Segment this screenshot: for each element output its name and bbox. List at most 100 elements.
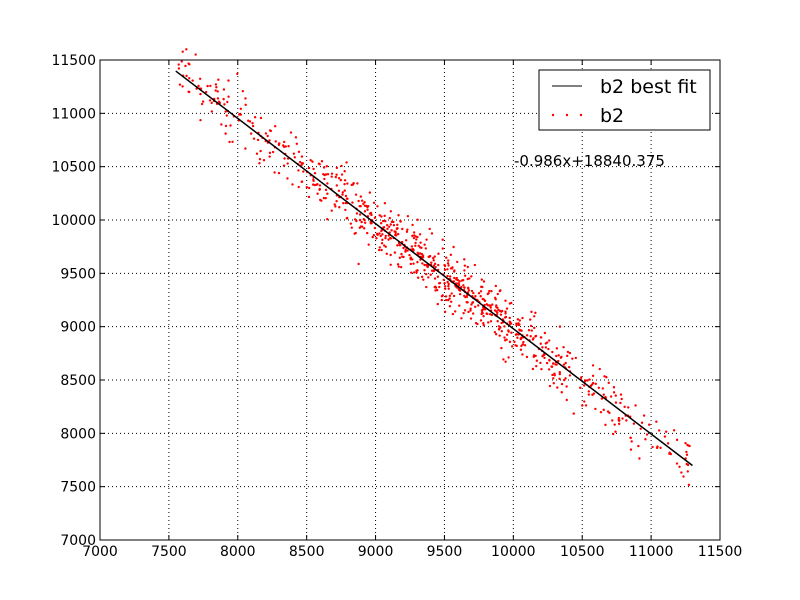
scatter-point — [521, 316, 524, 320]
scatter-point — [574, 356, 578, 360]
scatter-point — [411, 258, 414, 261]
scatter-point — [390, 220, 394, 223]
scatter-point — [558, 372, 562, 376]
scatter-point — [291, 183, 294, 186]
scatter-point — [473, 263, 477, 267]
scatter-point — [381, 219, 385, 223]
scatter-point — [208, 99, 212, 102]
scatter-point — [412, 271, 416, 274]
scatter-point — [448, 294, 452, 298]
scatter-point — [227, 95, 230, 98]
scatter-point — [551, 362, 555, 365]
scatter-point — [474, 321, 478, 325]
scatter-point — [412, 236, 416, 240]
scatter-point — [231, 140, 234, 143]
scatter-point — [214, 83, 218, 86]
scatter-point — [372, 234, 376, 237]
scatter-point — [344, 194, 348, 198]
scatter-point — [607, 381, 610, 385]
scatter-point — [597, 386, 601, 390]
scatter-point — [371, 235, 374, 239]
scatter-point — [312, 178, 315, 181]
scatter-point — [224, 132, 227, 135]
scatter-point — [591, 374, 595, 378]
scatter-point — [498, 289, 502, 293]
scatter-point — [460, 317, 463, 320]
scatter-point — [446, 280, 449, 284]
x-tick-label: 10000 — [491, 544, 536, 560]
scatter-point — [384, 220, 387, 223]
scatter-point — [344, 208, 347, 212]
scatter-point — [449, 253, 453, 257]
scatter-point — [505, 338, 508, 341]
scatter-point — [618, 419, 621, 422]
scatter-point — [477, 304, 480, 307]
scatter-point — [362, 217, 366, 221]
x-tick-label: 7500 — [151, 544, 187, 560]
scatter-point — [535, 359, 539, 362]
scatter-point — [418, 233, 422, 236]
scatter-point — [216, 97, 220, 100]
scatter-point — [342, 201, 345, 205]
scatter-point — [345, 197, 349, 200]
scatter-point — [340, 164, 343, 168]
scatter-point — [249, 132, 253, 135]
scatter-point — [264, 132, 268, 135]
scatter-point — [185, 48, 188, 51]
scatter-point — [368, 191, 372, 194]
scatter-point — [210, 110, 214, 113]
scatter-point — [428, 227, 431, 231]
scatter-point — [504, 299, 507, 302]
scatter-point — [359, 195, 363, 198]
scatter-point — [226, 100, 229, 104]
scatter-point — [540, 336, 543, 339]
scatter-point — [637, 444, 640, 448]
scatter-point — [241, 89, 245, 93]
scatter-point — [351, 183, 355, 186]
scatter-point — [380, 242, 384, 245]
scatter-point — [477, 292, 481, 295]
scatter-point — [335, 200, 338, 203]
scatter-point — [273, 125, 277, 128]
scatter-point — [488, 289, 491, 293]
scatter-point — [335, 184, 339, 187]
scatter-point — [533, 315, 536, 318]
scatter-point — [406, 214, 410, 218]
scatter-point — [181, 50, 184, 53]
scatter-point — [600, 397, 604, 400]
scatter-point — [366, 208, 369, 211]
scatter-point — [634, 404, 637, 407]
scatter-point — [244, 147, 247, 150]
scatter-point — [601, 387, 605, 390]
scatter-point — [515, 333, 519, 336]
scatter-point — [316, 183, 319, 186]
scatter-point — [373, 226, 377, 230]
scatter-point — [444, 298, 448, 302]
scatter-point — [666, 442, 670, 445]
scatter-point — [545, 361, 549, 365]
scatter-point — [198, 77, 202, 80]
scatter-point — [672, 429, 676, 432]
scatter-point — [504, 360, 507, 363]
scatter-point — [416, 251, 419, 255]
scatter-point — [258, 162, 261, 165]
y-tick-label: 7000 — [60, 533, 96, 549]
scatter-point — [356, 182, 359, 185]
scatter-point — [204, 90, 208, 94]
scatter-point — [465, 295, 469, 299]
scatter-point — [398, 256, 402, 259]
scatter-point — [423, 263, 426, 267]
scatter-point — [411, 223, 414, 227]
scatter-point — [302, 170, 305, 173]
scatter-point — [199, 92, 202, 96]
scatter-point — [197, 84, 200, 88]
scatter-point — [604, 423, 607, 427]
scatter-point — [466, 301, 469, 304]
scatter-point — [335, 173, 338, 176]
scatter-point — [533, 326, 536, 330]
scatter-point — [488, 304, 491, 307]
scatter-point — [181, 85, 184, 88]
scatter-point — [307, 195, 311, 199]
scatter-point — [638, 457, 641, 460]
legend: b2 best fit b2 — [538, 69, 711, 131]
